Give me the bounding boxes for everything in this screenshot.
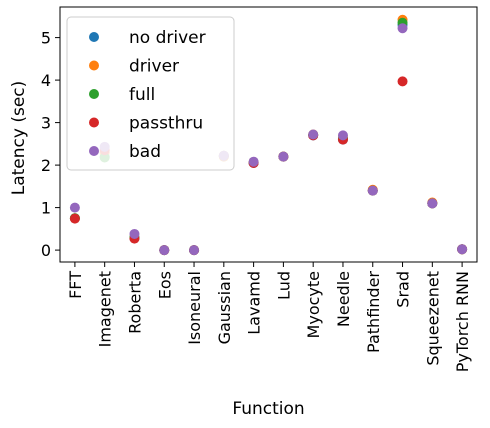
y-tick-label: 4 (41, 71, 51, 90)
legend-label: full (129, 85, 155, 105)
y-axis-ticks: 0 1 2 3 4 5 (41, 29, 60, 260)
axes (59, 6, 478, 263)
y-tick-label: 5 (41, 29, 51, 48)
x-tick-label: Pathfinder (364, 271, 383, 353)
y-tick-label: 0 (41, 241, 51, 260)
legend-box (66, 16, 235, 171)
data-point (278, 151, 289, 162)
legend-label: bad (129, 142, 161, 162)
x-tick-label: PyTorch RNN (453, 271, 472, 372)
data-point (308, 129, 319, 140)
legend-marker (89, 117, 99, 128)
x-tick-label: Needle (334, 271, 353, 327)
x-tick-label: Srad (394, 271, 413, 308)
x-tick-label: Isoneural (185, 271, 204, 345)
x-tick-label: Lavamd (245, 271, 264, 335)
x-tick-label: Squeezenet (423, 271, 442, 366)
legend-marker (89, 146, 99, 156)
legend-label: no driver (129, 28, 206, 48)
data-point (367, 185, 378, 196)
legend-marker (89, 32, 99, 42)
x-tick-label: Gaussian (215, 271, 234, 344)
x-tick-label: Imagenet (96, 271, 115, 347)
data-point (248, 156, 259, 167)
data-point (189, 245, 200, 256)
y-tick-label: 3 (41, 114, 51, 133)
x-tick-label: Myocyte (304, 271, 323, 338)
x-tick-label: Lud (274, 271, 293, 300)
y-tick-label: 1 (41, 199, 51, 218)
legend-marker (89, 89, 99, 99)
legend-marker (89, 60, 99, 71)
data-point (129, 228, 140, 239)
x-tick-label: Roberta (125, 271, 144, 334)
data-point (397, 23, 408, 34)
data-point (159, 245, 170, 256)
plot-frame (59, 6, 478, 263)
data-point (397, 76, 408, 87)
x-tick-label: Eos (155, 271, 174, 299)
data-point (69, 202, 80, 213)
data-point (337, 130, 348, 141)
legend-label: passthru (129, 114, 203, 134)
x-axis-label: Function (232, 399, 304, 419)
legend: no driver driver full passthru bad (66, 16, 235, 171)
legend-label: driver (129, 57, 179, 77)
y-axis-label: Latency (sec) (9, 81, 29, 196)
y-tick-label: 2 (41, 156, 51, 175)
x-tick-label: FFT (66, 271, 85, 299)
data-point (427, 198, 438, 209)
data-point (69, 213, 80, 224)
data-point (457, 244, 468, 255)
x-axis-ticks: FFT Imagenet Roberta Eos Isoneural Gaussian La… (66, 262, 472, 372)
